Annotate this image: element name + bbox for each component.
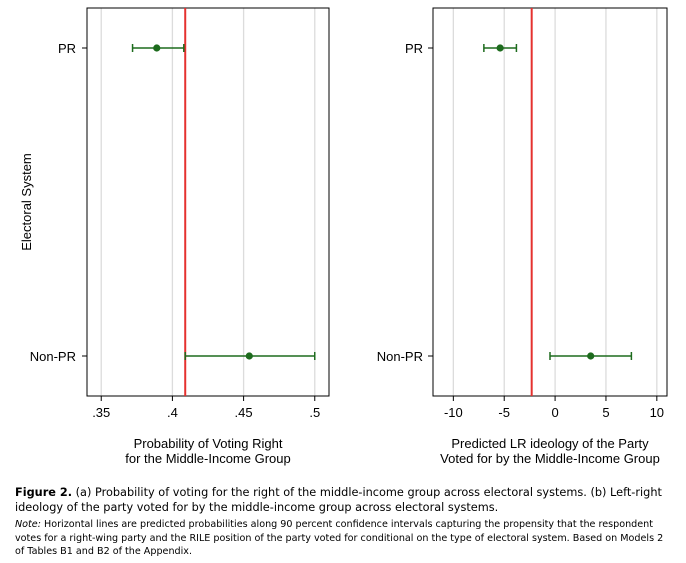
- y-axis-title: Electoral System: [19, 153, 34, 251]
- error-bar: [549, 352, 633, 360]
- point-estimate: [496, 44, 504, 52]
- category-label: PR: [58, 41, 76, 56]
- caption-text: (a) Probability of voting for the right …: [15, 486, 662, 514]
- panel-b: -10 -5 0 5 10 PR Non-PR Predicted LR ideology o…: [377, 7, 668, 466]
- x-tick-label: -5: [498, 405, 510, 420]
- x-tick-label: .45: [235, 405, 253, 420]
- panel-a: .35 .4 .45 .5 PR Non-PR Probability of Voting …: [19, 7, 330, 466]
- point-estimate: [587, 352, 595, 360]
- category-label: PR: [405, 41, 423, 56]
- x-tick-label: .5: [309, 405, 320, 420]
- caption-main: Figure 2. (a) Probability of voting for …: [15, 485, 675, 515]
- plot-frame: [86, 7, 330, 397]
- error-bar: [131, 44, 185, 52]
- x-tick-label: 0: [551, 405, 558, 420]
- x-tick-label: 10: [650, 405, 664, 420]
- x-tick-label: .35: [92, 405, 110, 420]
- note-text: Horizontal lines are predicted probabili…: [15, 519, 664, 557]
- caption-note: Note: Horizontal lines are predicted pro…: [15, 518, 675, 559]
- note-label: Note:: [15, 519, 41, 530]
- x-tick-label: 5: [602, 405, 609, 420]
- x-axis-title-line: Probability of Voting Right: [134, 436, 283, 451]
- x-tick-label: -10: [444, 405, 463, 420]
- point-estimate: [245, 352, 253, 360]
- point-estimate: [153, 44, 161, 52]
- x-axis-title-line: for the Middle-Income Group: [125, 451, 290, 466]
- category-label: Non-PR: [377, 349, 423, 364]
- figure-2: .35 .4 .45 .5 PR Non-PR Probability of Voting …: [19, 7, 668, 466]
- category-label: Non-PR: [30, 349, 76, 364]
- plot-frame: [432, 7, 668, 397]
- figure-caption: Figure 2. (a) Probability of voting for …: [15, 485, 675, 559]
- error-bar: [184, 352, 316, 360]
- error-bar: [483, 44, 518, 52]
- x-tick-label: .4: [167, 405, 178, 420]
- caption-label: Figure 2.: [15, 486, 73, 499]
- x-axis-title-line: Predicted LR ideology of the Party: [451, 436, 649, 451]
- x-axis-title-line: Voted for by the Middle-Income Group: [440, 451, 660, 466]
